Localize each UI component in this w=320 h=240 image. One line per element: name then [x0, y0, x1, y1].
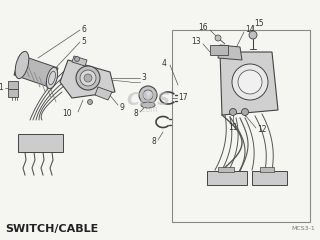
Text: 8: 8 — [151, 138, 156, 146]
Text: 13: 13 — [191, 37, 201, 47]
Text: CMS: CMS — [126, 91, 170, 109]
Bar — [172, 30, 310, 222]
Circle shape — [87, 100, 92, 104]
Polygon shape — [95, 87, 112, 100]
Polygon shape — [72, 56, 87, 66]
Circle shape — [238, 70, 262, 94]
Circle shape — [139, 86, 157, 104]
Circle shape — [229, 108, 236, 115]
Polygon shape — [218, 45, 242, 60]
Circle shape — [249, 31, 257, 39]
Circle shape — [80, 70, 96, 86]
Text: 1: 1 — [0, 84, 3, 92]
Circle shape — [232, 64, 268, 100]
Ellipse shape — [15, 51, 29, 79]
Text: 6: 6 — [81, 25, 86, 35]
Polygon shape — [14, 55, 58, 88]
Text: SWITCH/CABLE: SWITCH/CABLE — [5, 224, 98, 234]
Text: 9: 9 — [119, 102, 124, 112]
Text: 12: 12 — [257, 126, 267, 134]
Text: 10: 10 — [62, 109, 72, 119]
Text: MCS3-1: MCS3-1 — [291, 227, 315, 232]
Circle shape — [76, 66, 100, 90]
Polygon shape — [220, 52, 278, 115]
Ellipse shape — [141, 102, 155, 108]
Text: 4: 4 — [161, 59, 166, 67]
Bar — [260, 167, 274, 172]
Text: 3: 3 — [141, 73, 146, 83]
Bar — [218, 167, 234, 172]
Bar — [207, 171, 247, 185]
Text: 15: 15 — [254, 18, 264, 28]
Bar — [18, 134, 63, 152]
Text: 5: 5 — [81, 37, 86, 47]
Polygon shape — [60, 60, 115, 98]
Bar — [252, 171, 287, 185]
Text: 16: 16 — [198, 24, 208, 32]
Text: 8: 8 — [133, 109, 138, 119]
Ellipse shape — [46, 67, 58, 89]
Text: 17: 17 — [178, 94, 188, 102]
Circle shape — [84, 74, 92, 82]
Text: .com: .com — [139, 106, 157, 114]
Circle shape — [215, 35, 221, 41]
Text: 14: 14 — [245, 25, 255, 35]
Bar — [8, 81, 18, 89]
Bar — [8, 89, 18, 97]
Bar — [210, 45, 228, 55]
Text: 11: 11 — [228, 124, 237, 132]
Circle shape — [242, 108, 249, 115]
Circle shape — [143, 90, 153, 100]
Circle shape — [75, 56, 79, 61]
